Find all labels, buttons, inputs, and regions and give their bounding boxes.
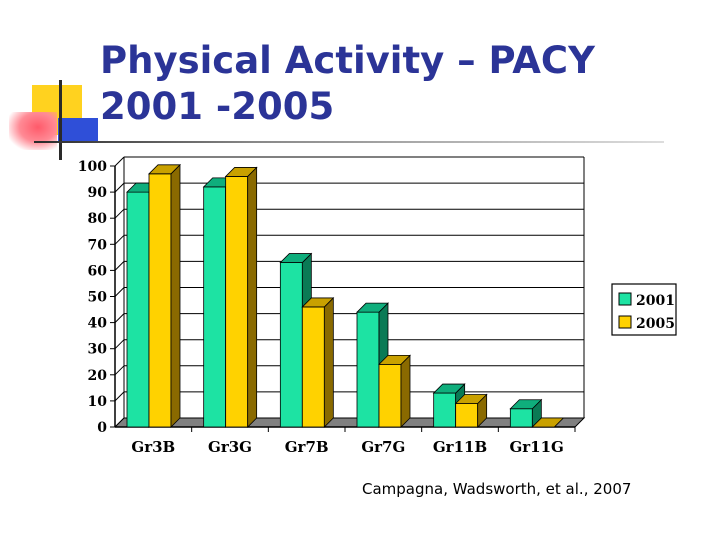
bar-top-2005-Gr3B	[148, 164, 181, 175]
y-tick-label-40: 40	[88, 316, 108, 332]
bar-front-2005-Gr7G	[378, 363, 402, 428]
bar-front-2001-Gr7G	[356, 311, 380, 428]
y-tick-label-80: 80	[88, 211, 108, 227]
bar-front-2005-Gr7B	[301, 306, 325, 428]
gridline-side-70	[114, 234, 125, 245]
x-tick-label-Gr3G: Gr3G	[208, 438, 252, 456]
bar-front-2001-Gr7B	[279, 262, 303, 428]
bar-top-2005-Gr11G	[531, 417, 565, 428]
chart-bars	[126, 163, 565, 428]
chart-grid	[114, 156, 584, 428]
bar-front-2005-Gr11B	[455, 403, 479, 428]
gridline-side-80	[114, 208, 125, 219]
chart-axes	[110, 157, 586, 432]
bar-side-2005-Gr3B	[170, 163, 181, 428]
bar-top-2001-Gr11G	[509, 399, 543, 410]
slide-title: Physical Activity – PACY 2001 -2005	[100, 39, 595, 128]
gridline-side-10	[114, 391, 125, 402]
y-tick-label-90: 90	[88, 185, 108, 201]
bar-front-2001-Gr3G	[203, 186, 227, 428]
bar-front-2001-Gr11G	[509, 408, 533, 428]
bar-front-2001-Gr3B	[126, 191, 150, 428]
legend-swatch-2005	[618, 315, 632, 329]
decor-horizontal-rule	[34, 141, 664, 143]
bar-top-2001-Gr7G	[356, 302, 389, 313]
decor-red-glow	[9, 112, 57, 150]
bar-top-2005-Gr3G	[224, 167, 258, 177]
y-tick-label-20: 20	[88, 368, 108, 384]
bar-front-2001-Gr11B	[433, 392, 457, 428]
gridline-side-20	[114, 365, 125, 376]
legend-label-2005: 2005	[636, 316, 675, 332]
gridline-side-60	[114, 261, 125, 271]
bar-top-2005-Gr7B	[301, 297, 335, 308]
chart-legend: 2001 2005	[611, 283, 677, 336]
bar-top-2005-Gr7G	[378, 354, 411, 365]
gridline-side-40	[114, 313, 125, 323]
legend-label-2001: 2001	[636, 293, 675, 309]
gridline-side-30	[114, 339, 125, 350]
gridline-side-90	[114, 182, 125, 193]
bar-side-2005-Gr7B	[323, 296, 334, 428]
bar-2005-Gr11G	[531, 417, 565, 428]
bar-side-2005-Gr3G	[247, 166, 258, 428]
bar-2005-Gr7B	[301, 296, 335, 428]
x-tick-label-Gr11B: Gr11B	[433, 438, 487, 456]
bar-2005-Gr3B	[148, 163, 181, 428]
bar-front-2005-Gr3G	[225, 176, 249, 428]
y-tick-label-60: 60	[88, 263, 108, 279]
chart-labels: 0 10 20 30 40 50 60 70 80 90 100 Gr3B Gr3G Gr7B Gr7G Gr…	[78, 159, 564, 456]
bar-side-2005-Gr7G	[400, 354, 411, 428]
legend-swatch-2001	[618, 292, 632, 306]
y-tick-label-100: 100	[78, 159, 107, 175]
bar-top-2005-Gr11B	[454, 394, 488, 404]
bar-2005-Gr3G	[224, 166, 258, 428]
y-tick-label-50: 50	[88, 290, 108, 306]
bar-2005-Gr11B	[454, 393, 488, 428]
bar-top-2001-Gr7B	[279, 253, 313, 263]
x-tick-label-Gr3B: Gr3B	[131, 438, 175, 456]
x-tick-label-Gr11G: Gr11G	[509, 438, 563, 456]
y-tick-label-70: 70	[88, 237, 108, 253]
y-tick-label-0: 0	[97, 420, 107, 436]
decor-blue-square	[58, 118, 98, 142]
bar-2005-Gr7G	[378, 354, 411, 428]
x-tick-label-Gr7G: Gr7G	[361, 438, 405, 456]
bar-top-2001-Gr11B	[432, 383, 466, 394]
y-tick-label-30: 30	[88, 342, 108, 358]
decor-vertical-rule	[59, 80, 62, 160]
x-tick-label-Gr7B: Gr7B	[285, 438, 329, 456]
gridline-side-100	[114, 156, 125, 167]
bar-front-2005-Gr3B	[148, 173, 172, 428]
bar-2001-Gr11B	[432, 383, 466, 428]
y-tick-label-10: 10	[88, 394, 108, 410]
gridline-side-50	[114, 287, 125, 297]
citation: Campagna, Wadsworth, et al., 2007	[362, 480, 632, 498]
